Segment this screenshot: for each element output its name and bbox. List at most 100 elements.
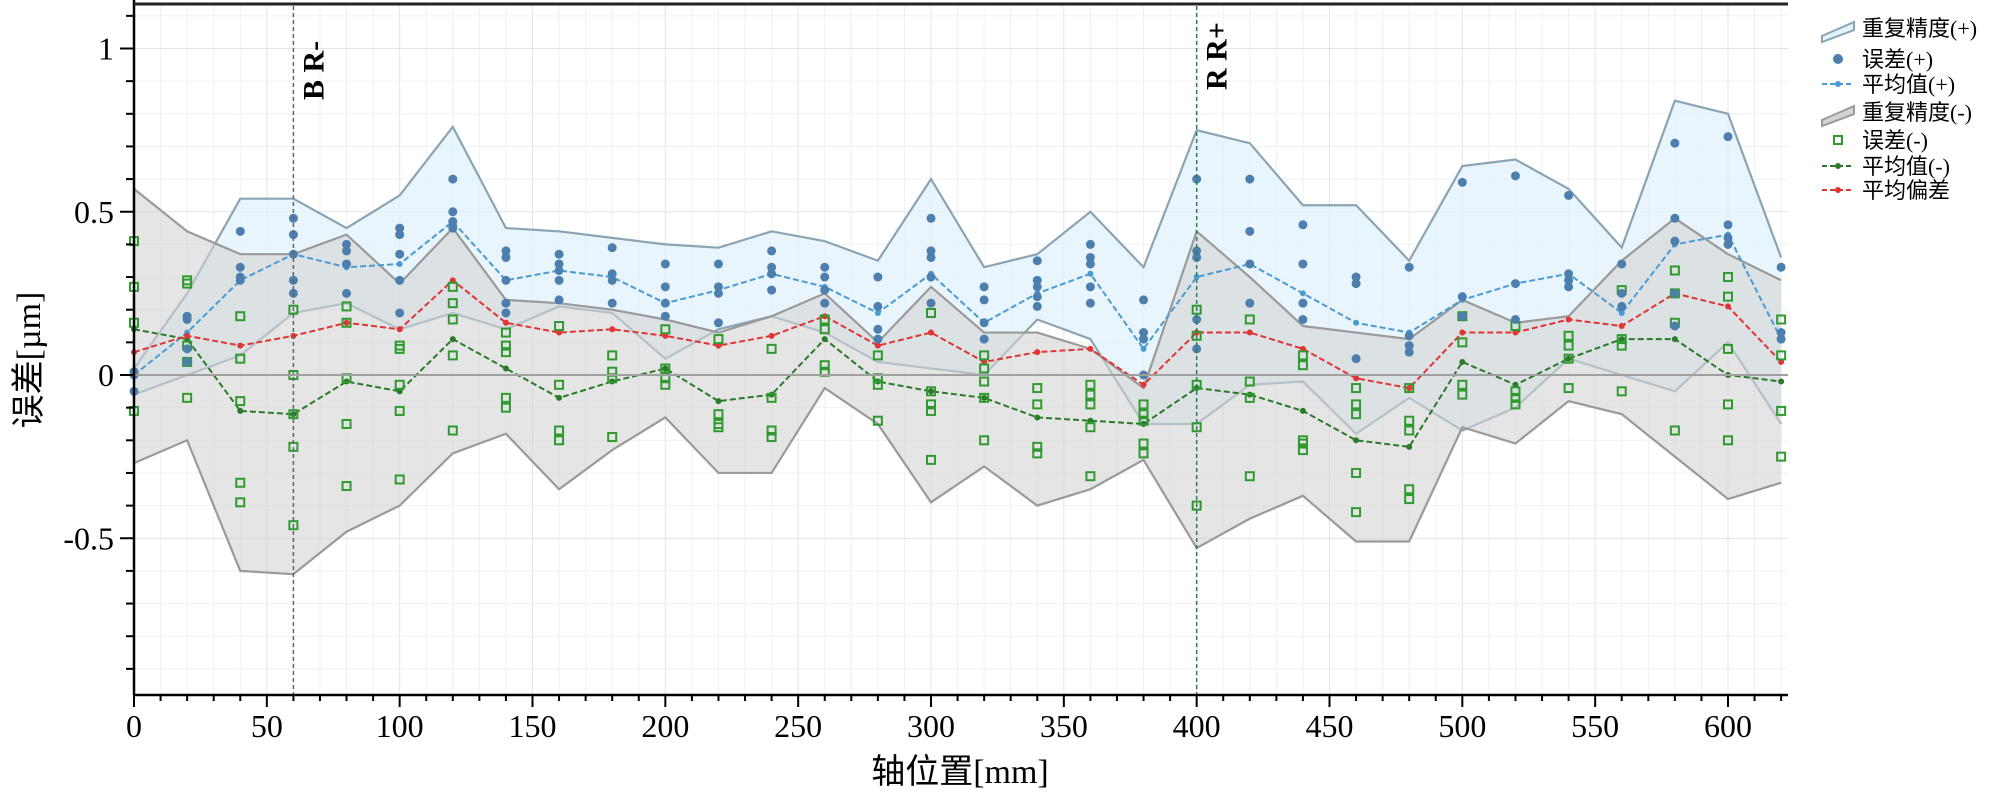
error-minus-point <box>235 353 246 364</box>
error-minus-point <box>500 402 511 413</box>
error-minus-point <box>1723 399 1733 410</box>
repeatability-minus-band-lower <box>133 386 1782 576</box>
error-plus-point <box>979 318 989 328</box>
error-minus-point <box>979 363 990 374</box>
error-minus-point <box>1138 438 1149 449</box>
legend-label: 误差(+) <box>1862 47 1933 72</box>
mean-deviation-line-point <box>1406 385 1413 392</box>
error-plus-point <box>235 275 245 285</box>
error-minus-point <box>1032 399 1043 410</box>
error-minus-point <box>1244 376 1255 387</box>
error-plus-point <box>342 246 352 256</box>
error-plus-point <box>342 288 352 298</box>
error-minus-point <box>288 520 299 531</box>
error-plus-point <box>713 259 723 269</box>
error-minus-point <box>1191 422 1202 433</box>
error-minus-point <box>1191 304 1202 315</box>
error-minus-point <box>979 376 990 387</box>
error-minus-point <box>1032 441 1043 452</box>
error-minus-point <box>1563 340 1574 351</box>
mean-plus-line-point <box>396 260 403 267</box>
error-plus-point <box>554 266 564 276</box>
error-minus-point <box>766 392 777 403</box>
mean-deviation-line-point <box>874 342 881 349</box>
error-minus-point <box>1297 350 1308 361</box>
mean-minus-line-point <box>396 388 403 395</box>
error-plus-point <box>820 272 830 282</box>
mean-minus-line-point <box>1512 381 1519 388</box>
error-plus-point <box>554 249 564 259</box>
error-plus-point <box>820 285 830 295</box>
error-plus-point <box>1776 334 1786 344</box>
error-minus-point <box>235 477 246 488</box>
error-plus-point <box>182 314 192 324</box>
error-minus-point <box>341 317 352 328</box>
mean-minus-line-point <box>556 394 563 401</box>
mean-minus-line-point <box>449 336 456 343</box>
error-plus-point <box>607 269 617 279</box>
mean-deviation-line-point <box>928 329 934 336</box>
error-minus-point <box>766 432 777 443</box>
error-minus-point <box>1297 445 1308 456</box>
mean-minus-line-point <box>715 398 722 405</box>
error-plus-point <box>873 334 883 344</box>
error-plus-point <box>395 308 405 318</box>
error-plus-point <box>1298 259 1308 269</box>
error-plus-point <box>873 272 883 282</box>
x-tick-label: 600 <box>1704 708 1752 744</box>
error-minus-point <box>1404 415 1415 426</box>
error-plus-point <box>1670 288 1680 298</box>
mean-minus-line-point <box>1618 336 1625 343</box>
error-minus-point <box>1616 386 1627 397</box>
mean-deviation-line-point <box>1459 329 1466 336</box>
error-plus-point <box>235 226 245 236</box>
x-tick-label: 300 <box>907 708 955 744</box>
error-minus-point <box>819 314 830 325</box>
error-plus-point <box>1351 354 1361 364</box>
error-minus-point <box>713 422 724 433</box>
error-minus-point <box>1032 448 1043 459</box>
mean-deviation-line-point <box>237 342 244 349</box>
error-plus-point <box>873 301 883 311</box>
error-minus-point <box>926 399 936 410</box>
error-minus-point <box>554 379 565 390</box>
bands <box>133 99 1783 576</box>
mean-plus-line-point <box>1353 319 1360 326</box>
error-plus-point <box>1564 190 1574 200</box>
legend-band-plus-icon <box>1821 20 1855 44</box>
error-minus-point <box>341 301 352 312</box>
mean-plus-line-point <box>1618 309 1625 316</box>
error-plus-point <box>1670 138 1680 148</box>
mean-plus-line-point <box>874 309 881 316</box>
mean-plus-line-point <box>1299 290 1306 297</box>
error-plus-point <box>342 239 352 249</box>
marker-label: B R- <box>297 41 330 100</box>
error-minus-point <box>1457 379 1468 390</box>
y-tick-label: 1 <box>98 31 114 67</box>
error-minus-point <box>1351 507 1362 518</box>
mean-minus-line-point <box>1034 414 1041 421</box>
error-plus-point <box>1404 347 1414 357</box>
mean-deviation-line-point <box>556 329 563 336</box>
x-tick-label: 50 <box>251 708 283 744</box>
x-tick-label: 150 <box>509 708 557 744</box>
error-plus-point <box>395 275 405 285</box>
error-minus-point <box>500 392 511 403</box>
error-minus-point <box>1723 272 1733 283</box>
error-plus-point <box>1032 275 1042 285</box>
error-minus-point <box>341 418 352 429</box>
error-plus-point <box>820 262 830 272</box>
error-minus-point <box>1244 314 1255 325</box>
error-plus-point <box>1085 259 1095 269</box>
error-plus-point <box>1192 314 1202 324</box>
error-minus-point <box>235 497 246 508</box>
legend-label: 平均值(-) <box>1862 154 1950 179</box>
x-tick-label: 0 <box>126 708 142 744</box>
error-plus-point <box>235 262 245 272</box>
error-minus-point <box>1457 389 1468 400</box>
error-minus-point <box>182 278 193 289</box>
mean-deviation-line <box>133 278 1782 390</box>
error-minus-point <box>394 379 405 390</box>
error-minus-point <box>607 350 618 361</box>
x-tick-label: 350 <box>1040 708 1088 744</box>
